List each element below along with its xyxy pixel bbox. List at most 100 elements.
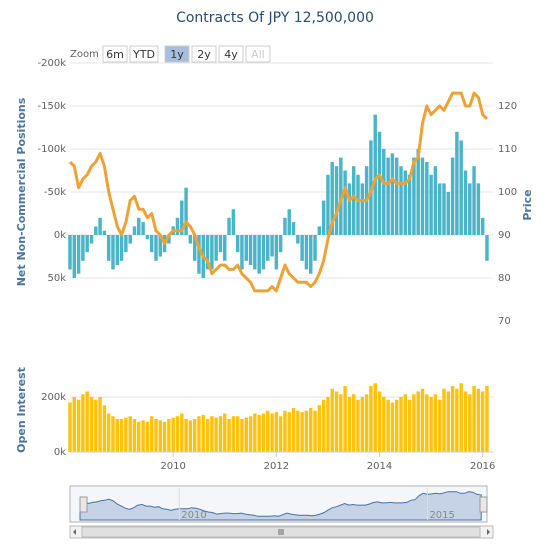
bar: [81, 235, 85, 261]
bar: [321, 200, 326, 235]
bar: [197, 235, 201, 274]
zoom-label: Zoom: [70, 49, 99, 60]
range-button-label[interactable]: YTD: [132, 48, 155, 61]
bar: [433, 394, 438, 452]
bar: [291, 222, 296, 235]
bar: [386, 399, 390, 452]
bar: [240, 419, 244, 452]
y2-tick-label: 110: [498, 144, 517, 155]
range-button[interactable]: [245, 45, 271, 63]
bar: [98, 397, 102, 452]
bar: [356, 399, 360, 452]
bar: [283, 217, 287, 235]
bar: [85, 391, 89, 452]
bar: [476, 388, 481, 452]
bar: [128, 416, 132, 452]
navigator-handle[interactable]: [79, 496, 88, 513]
bar: [403, 170, 408, 235]
scroll-right[interactable]: [487, 529, 490, 535]
range-button-label[interactable]: All: [251, 48, 265, 61]
bar: [313, 410, 317, 452]
y-axis-title: Open Interest: [15, 367, 28, 453]
bar: [377, 131, 382, 235]
bar: [364, 394, 369, 452]
price-line: [68, 91, 489, 293]
bar: [257, 414, 261, 452]
bar: [210, 416, 214, 452]
bar: [313, 235, 317, 261]
bar: [356, 174, 360, 235]
y-tick-label: -150k: [38, 101, 67, 112]
bar: [111, 416, 115, 452]
range-button[interactable]: [164, 45, 190, 63]
bar: [124, 235, 128, 253]
bar: [85, 235, 89, 253]
bar: [180, 413, 184, 452]
bar: [455, 131, 459, 235]
y-tick-label: 0k: [54, 447, 66, 458]
bar: [137, 421, 141, 452]
bar: [235, 416, 240, 452]
bar: [115, 235, 120, 266]
bar: [309, 408, 313, 452]
bar: [158, 235, 163, 257]
y-tick-label: 200k: [41, 392, 66, 403]
bar: [180, 200, 184, 235]
y-tick-label: -100k: [38, 144, 67, 155]
bar: [347, 183, 352, 235]
bar: [351, 394, 356, 452]
bar: [154, 419, 158, 452]
bar: [382, 397, 386, 452]
bar: [278, 416, 283, 452]
bar: [326, 397, 330, 452]
bar: [210, 235, 214, 270]
y-tick-label: -50k: [44, 187, 66, 198]
range-button-label[interactable]: 2y: [197, 48, 211, 61]
bar: [480, 391, 485, 452]
range-button-label[interactable]: 6m: [106, 48, 124, 61]
bar: [106, 413, 111, 452]
bar: [472, 386, 476, 452]
bar: [480, 217, 485, 235]
bar: [223, 235, 227, 261]
bar: [399, 397, 403, 452]
navigator-handle[interactable]: [479, 496, 488, 513]
bar: [102, 230, 107, 235]
bar: [72, 235, 77, 278]
range-button[interactable]: [218, 45, 244, 63]
bar: [223, 413, 227, 452]
bar: [167, 235, 171, 244]
bar: [351, 166, 356, 235]
range-button[interactable]: [129, 45, 159, 63]
bar: [72, 397, 77, 452]
bar: [270, 413, 274, 452]
bar: [287, 209, 291, 235]
bar: [437, 399, 442, 452]
y2-tick-label: 100: [498, 187, 517, 198]
range-button[interactable]: [102, 45, 128, 63]
bar: [149, 235, 154, 253]
bar: [360, 397, 365, 452]
bar: [145, 235, 150, 240]
bar: [188, 235, 193, 244]
bar: [244, 417, 248, 452]
bar: [459, 140, 463, 235]
bar: [485, 386, 489, 452]
bar: [360, 183, 365, 235]
bar: [171, 417, 175, 452]
bar: [296, 410, 300, 452]
range-button[interactable]: [191, 45, 217, 63]
bar: [330, 161, 334, 235]
bar: [188, 420, 193, 452]
bar: [420, 388, 425, 452]
scroll-left[interactable]: [73, 529, 76, 535]
bar: [192, 419, 197, 452]
bar: [240, 235, 244, 270]
bar: [343, 170, 347, 235]
range-button-label[interactable]: 1y: [170, 48, 184, 61]
bar: [227, 419, 231, 452]
bar: [416, 149, 420, 235]
bar: [407, 174, 412, 235]
bar: [300, 412, 304, 452]
range-button-label[interactable]: 4y: [224, 48, 238, 61]
